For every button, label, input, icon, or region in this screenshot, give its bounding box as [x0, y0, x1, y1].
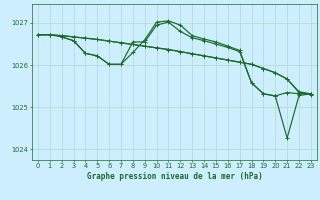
X-axis label: Graphe pression niveau de la mer (hPa): Graphe pression niveau de la mer (hPa) [86, 172, 262, 181]
